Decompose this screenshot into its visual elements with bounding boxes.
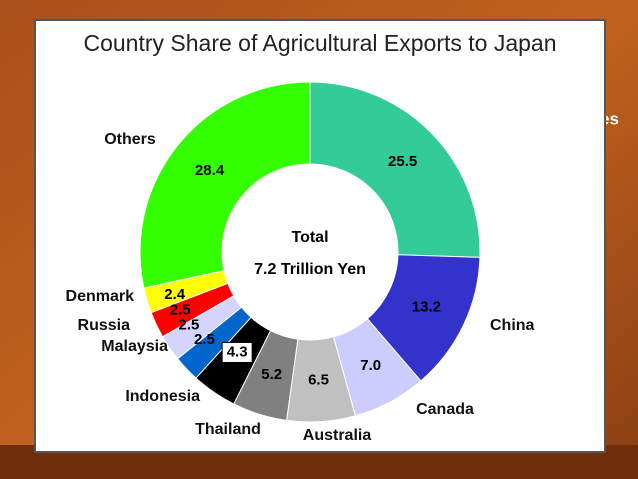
- center-label: 7.2 Trillion Yen: [254, 261, 366, 278]
- value-label-box: [221, 341, 253, 363]
- category-label: Australia: [303, 427, 372, 444]
- donut: [139, 81, 481, 423]
- value-label: 4.3: [227, 343, 248, 360]
- donut-hole: [222, 164, 398, 340]
- value-label: 13.2: [412, 299, 441, 316]
- category-label: Thailand: [195, 421, 261, 438]
- value-label: 7.0: [360, 357, 381, 374]
- value-label: 2.5: [194, 331, 215, 348]
- value-label: 2.5: [170, 302, 191, 319]
- value-label: 2.4: [164, 286, 186, 303]
- value-label: 25.5: [388, 153, 417, 170]
- value-label: 2.5: [179, 316, 200, 333]
- value-label: 28.4: [195, 162, 225, 179]
- category-label: Russia: [78, 317, 131, 334]
- category-label: Denmark: [66, 288, 135, 305]
- category-label: Others: [104, 131, 156, 148]
- chart-title: Country Share of Agricultural Exports to…: [83, 30, 556, 56]
- category-label: China: [490, 317, 535, 334]
- category-label: Indonesia: [125, 388, 200, 405]
- category-label: Canada: [416, 401, 474, 418]
- category-label: Malaysia: [101, 338, 168, 355]
- center-label: Total: [291, 229, 328, 246]
- value-label: 5.2: [261, 366, 282, 383]
- value-label: 6.5: [308, 372, 329, 389]
